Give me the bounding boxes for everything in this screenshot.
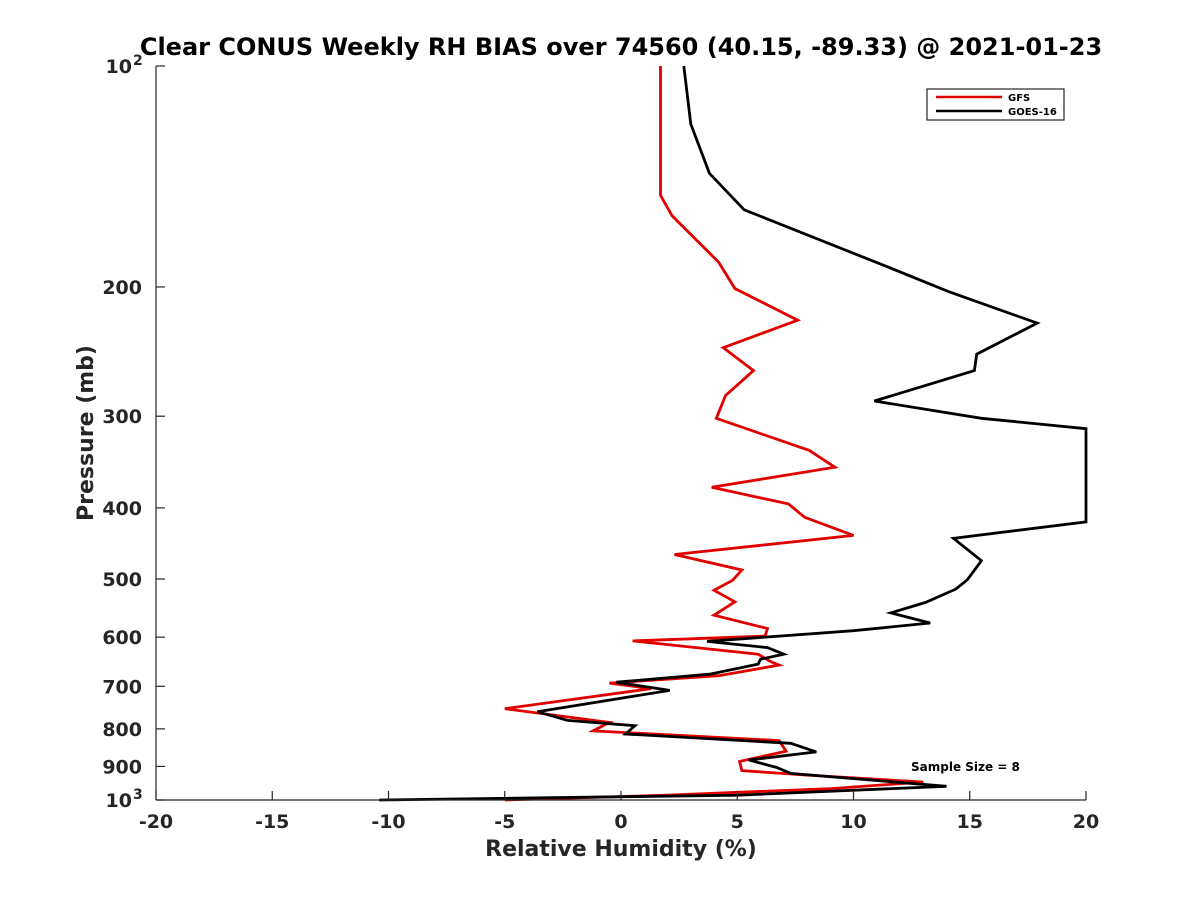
y-tick-label: 800	[102, 719, 142, 741]
legend-box	[926, 88, 1065, 121]
y-tick-label: 300	[102, 406, 142, 428]
legend-goes16-label: GOES-16	[1008, 107, 1057, 118]
x-axis-label: Relative Humidity (%)	[485, 837, 757, 862]
y-tick-label: 600	[102, 627, 142, 649]
series-line-gfs	[504, 66, 924, 802]
y-tick-label: 900	[102, 756, 142, 778]
y-tick-label: 500	[102, 569, 142, 591]
plot-area	[156, 66, 1086, 800]
x-tick-label: 10	[840, 811, 866, 833]
x-tick-label: 15	[957, 811, 983, 833]
series-group	[379, 65, 1088, 802]
y-tick-label: 700	[102, 676, 142, 698]
y-tick-label: 10	[106, 56, 132, 78]
x-tick-label: 5	[731, 811, 744, 833]
y-tick-label: 400	[102, 498, 142, 520]
y-tick-exponent: 2	[133, 53, 143, 69]
x-tick-label: -5	[494, 811, 515, 833]
sample-size-annotation: Sample Size = 8	[911, 760, 1020, 774]
legend-gfs-label: GFS	[1008, 93, 1030, 104]
y-tick-label: 10	[106, 790, 132, 812]
x-tick-label: -20	[139, 811, 173, 833]
x-tick-label: 0	[614, 811, 627, 833]
plot-background	[156, 66, 1086, 800]
y-tick-label: 200	[102, 277, 142, 299]
x-tick-label: -10	[371, 811, 405, 833]
legend: GFS GOES-16	[926, 88, 1065, 121]
y-axis-label: Pressure (mb)	[74, 345, 99, 521]
x-tick-label: -15	[255, 811, 289, 833]
chart-title: Clear CONUS Weekly RH BIAS over 74560 (4…	[140, 33, 1102, 61]
series-line-goes-16	[379, 65, 1088, 802]
y-tick-exponent: 3	[133, 787, 143, 803]
x-ticks: -20 -15 -10 -5 0 5 10 15 20	[139, 791, 1099, 833]
x-tick-label: 20	[1073, 811, 1099, 833]
